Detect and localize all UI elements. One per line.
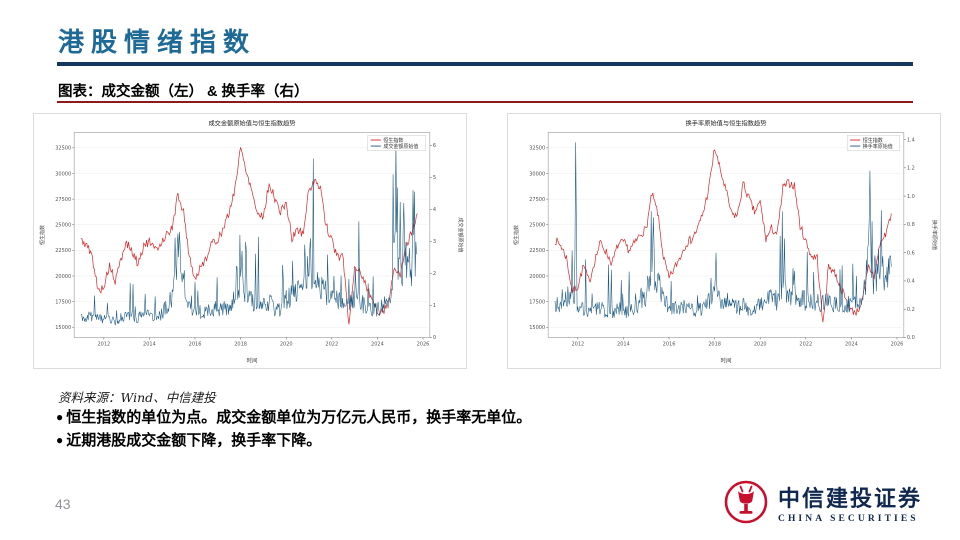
svg-text:22500: 22500 <box>529 248 545 254</box>
svg-text:1.2: 1.2 <box>907 166 915 172</box>
svg-text:2018: 2018 <box>234 341 247 347</box>
svg-text:换手率原始值: 换手率原始值 <box>863 143 893 150</box>
svg-text:3: 3 <box>433 239 436 245</box>
svg-text:恒生指数: 恒生指数 <box>513 225 520 245</box>
svg-text:2014: 2014 <box>617 341 630 347</box>
svg-text:2016: 2016 <box>663 341 676 347</box>
svg-text:2018: 2018 <box>708 341 721 347</box>
chart-caption: 图表：成交金额（左） & 换手率（右） <box>58 84 309 100</box>
svg-text:0: 0 <box>433 335 436 341</box>
page-title: 港股情绪指数 <box>58 27 257 57</box>
svg-text:30000: 30000 <box>55 171 71 177</box>
svg-text:恒生指数: 恒生指数 <box>863 137 883 144</box>
svg-text:恒生指数: 恒生指数 <box>383 137 403 144</box>
svg-text:25000: 25000 <box>55 223 71 229</box>
svg-text:32500: 32500 <box>529 146 545 152</box>
title-rule <box>57 62 913 66</box>
svg-text:0.2: 0.2 <box>907 307 915 313</box>
svg-text:换手率原始值: 换手率原始值 <box>931 220 938 250</box>
svg-text:成交金额原始值: 成交金额原始值 <box>457 217 464 252</box>
svg-text:2014: 2014 <box>143 341 156 347</box>
svg-text:15000: 15000 <box>55 325 71 331</box>
svg-text:1.0: 1.0 <box>907 194 915 200</box>
svg-text:2022: 2022 <box>799 341 812 347</box>
logo-name-en: CHINA SECURITIES <box>777 513 919 524</box>
svg-text:换手率原始值与恒生指数趋势: 换手率原始值与恒生指数趋势 <box>686 119 767 127</box>
notes-list: 恒生指数的单位为点。成交金额单位为万亿元人民币，换手率无单位。 近期港股成交金额… <box>56 406 531 452</box>
caption-rule <box>57 101 913 103</box>
svg-text:成交金额原始值与恒生指数趋势: 成交金额原始值与恒生指数趋势 <box>208 119 295 127</box>
svg-text:20000: 20000 <box>529 274 545 280</box>
svg-text:2026: 2026 <box>891 341 904 347</box>
svg-text:25000: 25000 <box>529 223 545 229</box>
source-note: 资料来源：Wind、中信建投 <box>58 390 216 405</box>
svg-text:2024: 2024 <box>845 341 858 347</box>
svg-text:6: 6 <box>433 143 436 149</box>
svg-text:0.0: 0.0 <box>907 335 915 341</box>
svg-text:1.4: 1.4 <box>907 137 915 143</box>
logo-name-cn: 中信建投证券 <box>777 485 922 512</box>
note-item: 恒生指数的单位为点。成交金额单位为万亿元人民币，换手率无单位。 <box>56 406 531 429</box>
svg-text:17500: 17500 <box>55 299 71 305</box>
logo-emblem-icon <box>724 480 768 524</box>
svg-text:2016: 2016 <box>189 341 202 347</box>
page-number: 43 <box>55 496 71 512</box>
svg-text:30000: 30000 <box>529 171 545 177</box>
logo-text: 中信建投证券 CHINA SECURITIES <box>778 481 922 524</box>
svg-text:0.6: 0.6 <box>907 250 915 256</box>
charts-row: 15000 17500 20000 22500 25000 27500 30000 32500… <box>33 113 941 369</box>
svg-text:20000: 20000 <box>55 274 71 280</box>
svg-text:22500: 22500 <box>55 248 71 254</box>
svg-text:成交金额原始值: 成交金额原始值 <box>383 143 418 150</box>
svg-text:27500: 27500 <box>55 197 71 203</box>
svg-text:2012: 2012 <box>571 341 584 347</box>
svg-text:0.4: 0.4 <box>907 279 915 285</box>
chart-trading-amount: 15000 17500 20000 22500 25000 27500 30000 32500… <box>33 113 467 369</box>
svg-text:0.8: 0.8 <box>907 222 915 228</box>
svg-text:17500: 17500 <box>529 299 545 305</box>
svg-text:2012: 2012 <box>97 341 110 347</box>
chart-turnover-rate: 15000 17500 20000 22500 25000 27500 30000 32500… <box>507 113 941 369</box>
svg-text:2022: 2022 <box>325 341 338 347</box>
company-logo: 中信建投证券 CHINA SECURITIES <box>723 479 922 525</box>
svg-text:2: 2 <box>433 271 436 277</box>
svg-text:27500: 27500 <box>529 197 545 203</box>
svg-text:2020: 2020 <box>754 341 767 347</box>
svg-text:32500: 32500 <box>55 146 71 152</box>
svg-text:时间: 时间 <box>246 357 258 365</box>
svg-text:2026: 2026 <box>417 341 430 347</box>
svg-text:5: 5 <box>433 175 436 181</box>
svg-text:2020: 2020 <box>280 341 293 347</box>
svg-text:4: 4 <box>433 207 436 213</box>
svg-text:时间: 时间 <box>720 357 732 365</box>
svg-text:1: 1 <box>433 303 436 309</box>
svg-text:恒生指数: 恒生指数 <box>39 225 46 245</box>
svg-text:2024: 2024 <box>371 341 384 347</box>
svg-text:15000: 15000 <box>529 325 545 331</box>
note-item: 近期港股成交金额下降，换手率下降。 <box>56 429 531 452</box>
